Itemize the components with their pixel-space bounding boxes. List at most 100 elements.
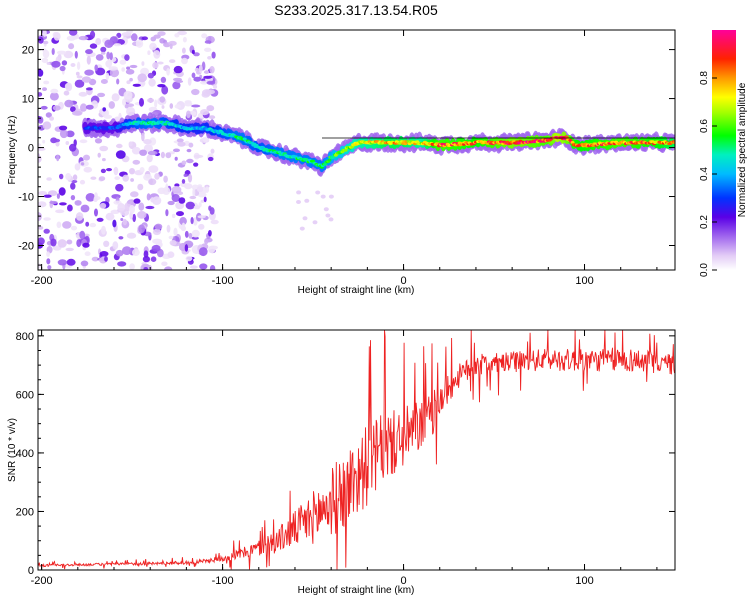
noise-blob — [153, 50, 161, 59]
noise-blob — [47, 265, 52, 270]
noise-blob — [72, 110, 82, 116]
noise-blob — [166, 68, 171, 76]
noise-blob — [74, 79, 85, 88]
noise-blob — [328, 194, 334, 199]
noise-blob — [126, 106, 136, 116]
noise-blob — [41, 48, 47, 52]
noise-blob — [70, 195, 76, 201]
noise-blob — [167, 251, 175, 258]
noise-blob — [45, 112, 52, 118]
noise-blob — [43, 217, 51, 221]
colorbar-tick-label: 0.2 — [699, 215, 710, 229]
noise-blob — [106, 168, 112, 172]
noise-blob — [104, 39, 114, 48]
x-tick-label: -200 — [31, 575, 53, 587]
noise-blob — [94, 138, 103, 144]
noise-blob — [203, 70, 210, 74]
colorbar-tick-label: 0.4 — [699, 167, 710, 181]
noise-blob — [183, 173, 188, 177]
noise-blob — [122, 246, 132, 256]
noise-blob — [121, 32, 132, 37]
noise-blob — [89, 43, 98, 49]
noise-blob — [115, 150, 126, 159]
noise-blob — [187, 173, 193, 183]
y-tick-label: 20 — [22, 45, 34, 57]
noise-blob — [97, 152, 101, 158]
noise-blob — [177, 30, 188, 36]
noise-blob — [99, 202, 107, 209]
noise-blob — [160, 76, 167, 83]
noise-blob — [103, 114, 113, 119]
noise-blob — [65, 247, 74, 252]
noise-blob — [147, 150, 158, 156]
noise-blob — [99, 145, 109, 152]
noise-blob — [112, 241, 119, 250]
noise-blob — [56, 50, 67, 55]
noise-blob — [150, 256, 157, 263]
noise-blob — [202, 136, 209, 143]
noise-blob — [85, 221, 90, 227]
noise-blob — [65, 173, 72, 181]
noise-blob — [139, 149, 148, 156]
noise-blob — [113, 166, 119, 176]
noise-blob — [46, 258, 51, 265]
noise-blob — [122, 218, 127, 226]
noise-blob — [49, 200, 58, 205]
noise-blob — [97, 92, 106, 98]
noise-blob — [42, 49, 50, 59]
noise-blob — [174, 104, 181, 109]
noise-blob — [200, 109, 210, 116]
noise-blob — [38, 237, 45, 246]
colorbar-gradient — [712, 30, 736, 270]
noise-blob — [186, 110, 191, 119]
noise-blob — [139, 167, 145, 173]
noise-blob — [57, 239, 67, 248]
noise-blob — [76, 61, 81, 70]
noise-blob — [63, 90, 70, 96]
noise-blob — [65, 141, 70, 145]
noise-blob — [173, 65, 183, 74]
noise-blob — [138, 202, 145, 211]
x-tick-label: 0 — [400, 275, 406, 287]
noise-blob — [57, 259, 68, 266]
x-tick-label: 100 — [575, 275, 593, 287]
noise-blob — [169, 103, 174, 109]
noise-blob — [164, 266, 173, 270]
noise-blob — [94, 64, 98, 72]
noise-blob — [65, 130, 75, 138]
noise-blob — [325, 213, 331, 218]
noise-blob — [38, 36, 44, 44]
noise-blob — [176, 211, 184, 217]
noise-blob — [49, 92, 59, 101]
noise-blob — [161, 85, 169, 95]
noise-blob — [209, 66, 215, 74]
noise-blob — [169, 59, 176, 63]
noise-blob — [152, 62, 159, 69]
noise-blob — [70, 106, 76, 113]
noise-blob — [165, 152, 172, 159]
noise-blob — [161, 261, 168, 267]
noise-blob — [79, 179, 86, 185]
noise-blob — [177, 141, 186, 147]
noise-blob — [151, 244, 161, 252]
noise-blob — [116, 143, 123, 149]
noise-blob — [78, 91, 88, 97]
noise-blob — [133, 198, 141, 204]
noise-blob — [111, 209, 118, 214]
noise-blob — [59, 129, 68, 139]
noise-blob — [171, 213, 176, 219]
noise-blob — [199, 247, 208, 257]
noise-blob — [42, 87, 47, 91]
noise-blob — [165, 183, 169, 192]
noise-blob — [188, 142, 194, 148]
noise-blob — [53, 32, 61, 41]
noise-blob — [72, 174, 78, 181]
noise-blob — [173, 148, 180, 153]
noise-blob — [211, 51, 216, 59]
noise-blob — [299, 226, 305, 231]
noise-blob — [46, 62, 50, 65]
y-tick-label: 400 — [16, 448, 34, 460]
noise-blob — [168, 235, 174, 240]
noise-blob — [38, 226, 44, 230]
